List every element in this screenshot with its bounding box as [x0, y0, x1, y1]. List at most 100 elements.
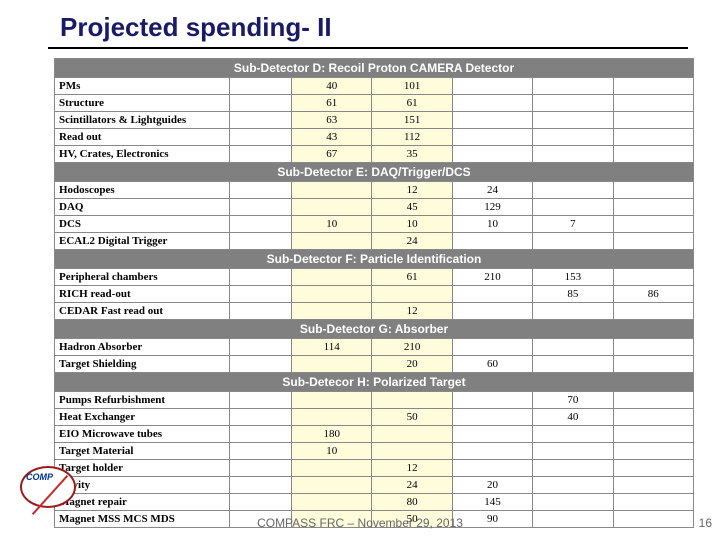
table-row: RICH read-out8586	[55, 286, 694, 303]
value-cell	[533, 339, 613, 356]
value-cell	[230, 95, 292, 112]
value-cell: 40	[292, 78, 372, 95]
value-cell	[533, 129, 613, 146]
table-row: Read out43112	[55, 129, 694, 146]
table-row: Heat Exchanger5040	[55, 409, 694, 426]
value-cell	[613, 409, 693, 426]
row-label: Peripheral chambers	[55, 269, 230, 286]
value-cell	[613, 494, 693, 511]
table-row: DCS1010107	[55, 216, 694, 233]
row-label: RICH read-out	[55, 286, 230, 303]
table-row: Magnet repair80145	[55, 494, 694, 511]
value-cell: 61	[372, 95, 452, 112]
table-row: Hadron Absorber 114210	[55, 339, 694, 356]
value-cell	[230, 182, 292, 199]
value-cell	[230, 269, 292, 286]
value-cell	[230, 199, 292, 216]
value-cell	[292, 199, 372, 216]
table-row: Target Material10	[55, 443, 694, 460]
value-cell	[292, 356, 372, 373]
row-label: Hadron Absorber	[55, 339, 230, 356]
value-cell: 24	[452, 182, 532, 199]
row-label: DCS	[55, 216, 230, 233]
value-cell	[613, 303, 693, 320]
row-label: Target holder	[55, 460, 230, 477]
value-cell	[613, 199, 693, 216]
value-cell	[533, 303, 613, 320]
table-row: DAQ45129	[55, 199, 694, 216]
value-cell	[452, 146, 532, 163]
value-cell	[292, 233, 372, 250]
value-cell	[292, 269, 372, 286]
value-cell	[533, 460, 613, 477]
value-cell	[292, 392, 372, 409]
row-label: ECAL2 Digital Trigger	[55, 233, 230, 250]
value-cell	[292, 303, 372, 320]
value-cell	[452, 392, 532, 409]
value-cell: 12	[372, 460, 452, 477]
value-cell	[452, 303, 532, 320]
value-cell: 10	[372, 216, 452, 233]
value-cell	[372, 443, 452, 460]
value-cell	[292, 409, 372, 426]
value-cell	[533, 199, 613, 216]
value-cell	[230, 129, 292, 146]
value-cell	[230, 78, 292, 95]
value-cell	[452, 443, 532, 460]
value-cell	[533, 182, 613, 199]
value-cell: 24	[372, 233, 452, 250]
value-cell	[292, 182, 372, 199]
table-row: Cavity2420	[55, 477, 694, 494]
section-header: Sub-Detecor H: Polarized Target	[55, 373, 694, 392]
value-cell	[452, 460, 532, 477]
value-cell	[452, 112, 532, 129]
section-header-cell: Sub-Detector D: Recoil Proton CAMERA Det…	[55, 59, 694, 78]
value-cell: 35	[372, 146, 452, 163]
row-label: Pumps Refurbishment	[55, 392, 230, 409]
table-row: Peripheral chambers61210153	[55, 269, 694, 286]
value-cell: 45	[372, 199, 452, 216]
value-cell: 85	[533, 286, 613, 303]
value-cell: 210	[372, 339, 452, 356]
value-cell	[533, 95, 613, 112]
value-cell	[533, 356, 613, 373]
value-cell	[452, 409, 532, 426]
section-header-cell: Sub-Detector G: Absorber	[55, 320, 694, 339]
value-cell	[533, 443, 613, 460]
value-cell	[230, 356, 292, 373]
section-header-cell: Sub-Detector E: DAQ/Trigger/DCS	[55, 163, 694, 182]
row-label: HV, Crates, Electronics	[55, 146, 230, 163]
value-cell: 10	[452, 216, 532, 233]
value-cell	[613, 477, 693, 494]
value-cell: 129	[452, 199, 532, 216]
value-cell	[533, 233, 613, 250]
value-cell	[613, 216, 693, 233]
value-cell	[452, 339, 532, 356]
value-cell: 12	[372, 182, 452, 199]
value-cell	[452, 78, 532, 95]
value-cell	[613, 233, 693, 250]
row-label: CEDAR Fast read out	[55, 303, 230, 320]
value-cell	[533, 494, 613, 511]
value-cell	[613, 129, 693, 146]
table-row: Target holder 12	[55, 460, 694, 477]
table-row: Hodoscopes 1224	[55, 182, 694, 199]
value-cell	[230, 443, 292, 460]
value-cell	[452, 95, 532, 112]
value-cell	[372, 392, 452, 409]
section-header: Sub-Detector D: Recoil Proton CAMERA Det…	[55, 59, 694, 78]
page-number: 16	[699, 516, 712, 530]
spending-table: Sub-Detector D: Recoil Proton CAMERA Det…	[54, 58, 694, 528]
value-cell	[292, 286, 372, 303]
row-label: Hodoscopes	[55, 182, 230, 199]
table-row: EIO Microwave tubes180	[55, 426, 694, 443]
value-cell: 24	[372, 477, 452, 494]
value-cell	[230, 426, 292, 443]
value-cell: 114	[292, 339, 372, 356]
value-cell: 180	[292, 426, 372, 443]
section-header: Sub-Detector F: Particle Identification	[55, 250, 694, 269]
value-cell	[452, 286, 532, 303]
value-cell	[533, 426, 613, 443]
row-label: PMs	[55, 78, 230, 95]
logo-text: COMP	[26, 472, 53, 482]
